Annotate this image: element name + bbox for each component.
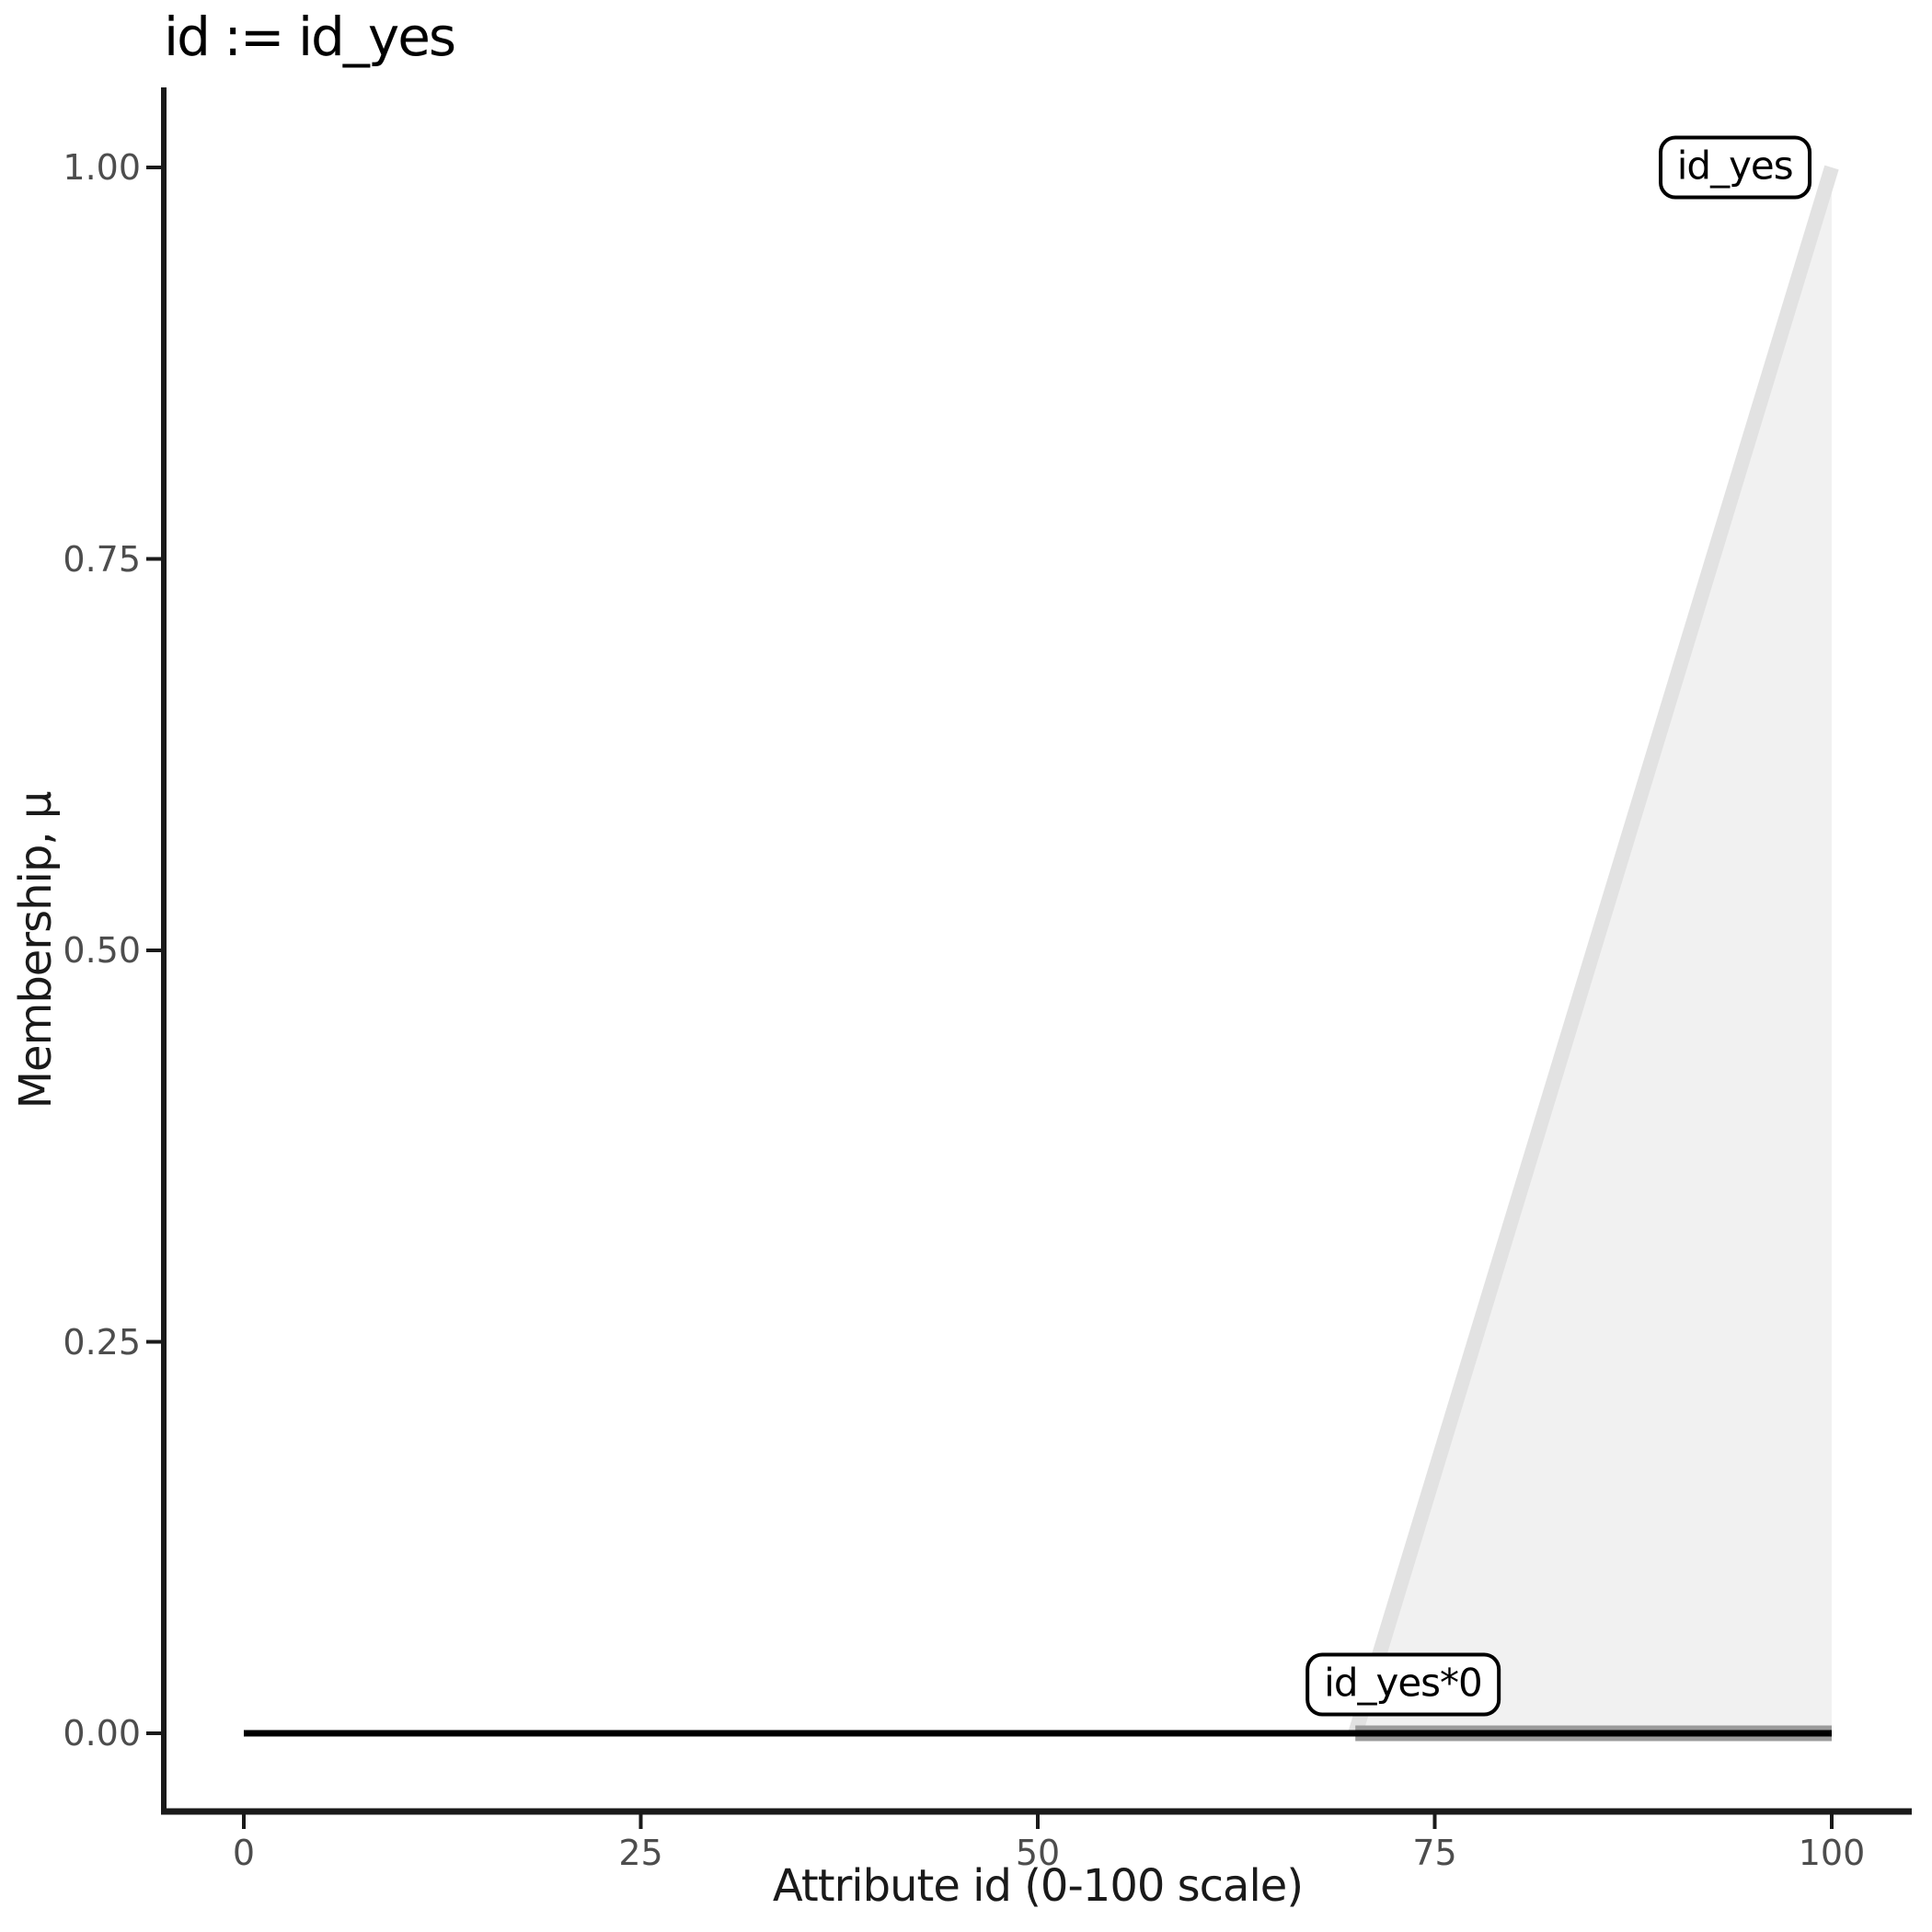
- y-tick-label: 0.00: [63, 1713, 141, 1754]
- idyes-label-box: id_yes: [1658, 135, 1811, 200]
- x-tick-label: 100: [1798, 1833, 1866, 1873]
- x-tick-label: 0: [232, 1833, 256, 1873]
- x-tick-label: 75: [1412, 1833, 1457, 1873]
- y-axis-ticks: [146, 166, 161, 1735]
- y-tick-label: 0.25: [63, 1321, 141, 1363]
- x-axis-ticks: [242, 1814, 1834, 1829]
- x-tick-label: 50: [1015, 1833, 1061, 1873]
- x-tick-label: 25: [618, 1833, 663, 1873]
- idyes-membership-line: [1348, 165, 1839, 1736]
- idyes0-label-box: id_yes*0: [1305, 1652, 1501, 1717]
- y-tick-label: 0.75: [63, 538, 141, 580]
- y-tick-label: 1.00: [63, 147, 141, 188]
- x-axis-title: Attribute id (0-100 scale): [772, 1860, 1304, 1912]
- plot-title: id := id_yes: [164, 6, 456, 68]
- y-tick-label: 0.50: [63, 930, 141, 971]
